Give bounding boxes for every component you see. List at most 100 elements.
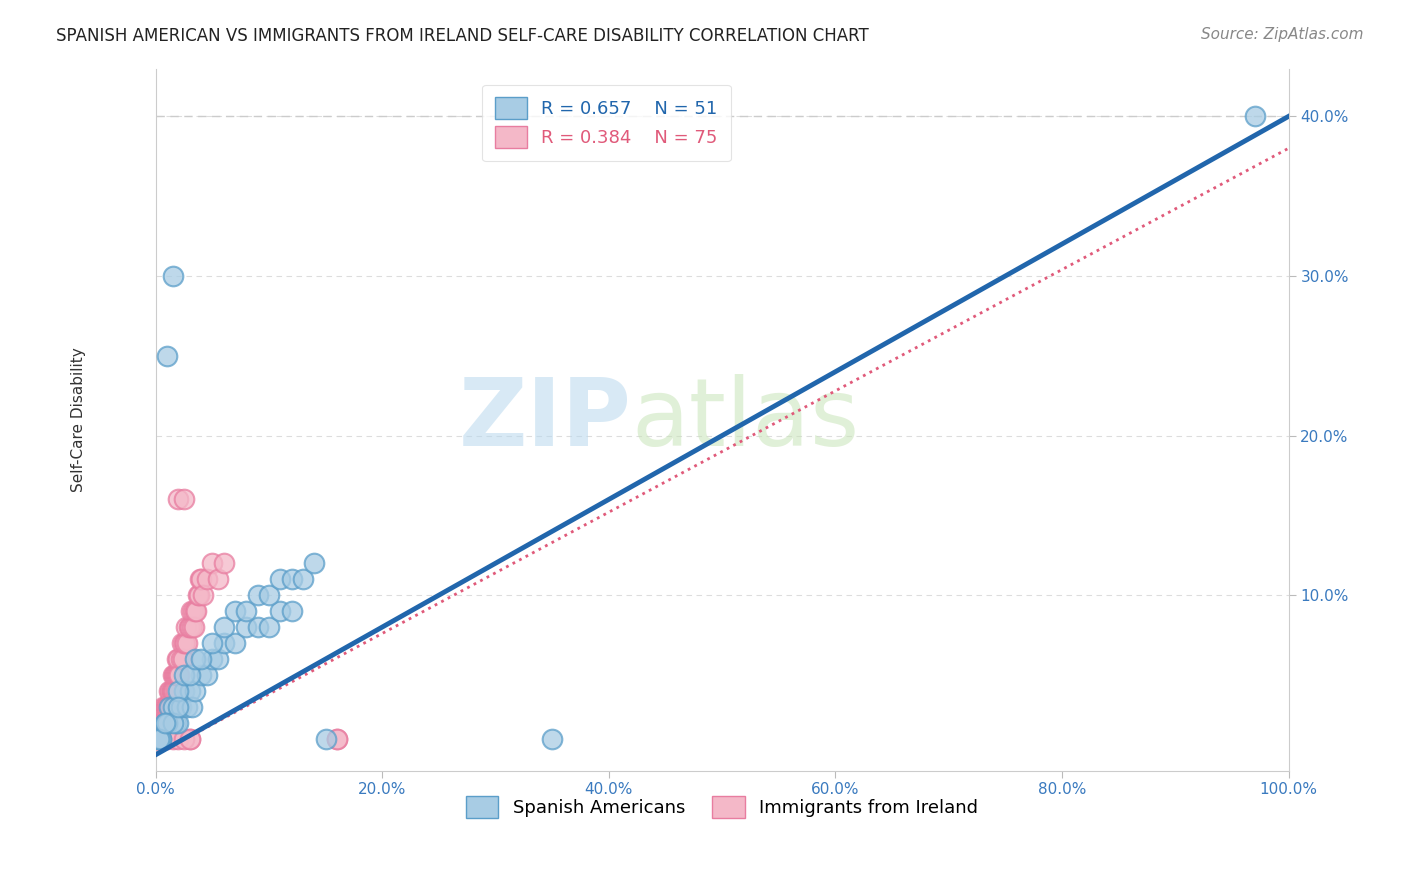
Point xyxy=(179,731,201,746)
Point xyxy=(163,668,186,682)
Point xyxy=(177,620,200,634)
Point xyxy=(153,715,176,730)
Point xyxy=(160,699,183,714)
Point xyxy=(193,588,215,602)
Point xyxy=(184,604,207,618)
Point xyxy=(181,699,204,714)
Point xyxy=(157,684,180,698)
Point xyxy=(165,684,187,698)
Point xyxy=(291,572,314,586)
Point xyxy=(148,715,170,730)
Point xyxy=(169,668,191,682)
Point xyxy=(173,636,195,650)
Point xyxy=(150,731,173,746)
Point xyxy=(156,715,179,730)
Text: atlas: atlas xyxy=(631,374,859,466)
Point xyxy=(159,699,181,714)
Point xyxy=(326,731,349,746)
Point xyxy=(166,668,188,682)
Point xyxy=(269,572,291,586)
Point xyxy=(187,588,209,602)
Point xyxy=(173,731,195,746)
Point xyxy=(167,699,190,714)
Point xyxy=(235,620,257,634)
Point xyxy=(207,652,229,666)
Point xyxy=(179,684,201,698)
Point xyxy=(167,715,190,730)
Point xyxy=(224,636,246,650)
Point xyxy=(180,604,202,618)
Point xyxy=(167,492,190,507)
Point xyxy=(176,636,198,650)
Text: SPANISH AMERICAN VS IMMIGRANTS FROM IRELAND SELF-CARE DISABILITY CORRELATION CHA: SPANISH AMERICAN VS IMMIGRANTS FROM IREL… xyxy=(56,27,869,45)
Point xyxy=(188,572,211,586)
Point xyxy=(162,684,184,698)
Point xyxy=(326,731,349,746)
Point xyxy=(195,668,218,682)
Point xyxy=(179,731,201,746)
Point xyxy=(163,668,186,682)
Point xyxy=(156,349,179,363)
Point xyxy=(181,620,204,634)
Point xyxy=(184,652,207,666)
Point xyxy=(190,668,212,682)
Point xyxy=(246,620,269,634)
Point xyxy=(190,572,212,586)
Point xyxy=(246,588,269,602)
Point xyxy=(541,731,564,746)
Point xyxy=(153,699,176,714)
Point xyxy=(148,731,170,746)
Point xyxy=(156,715,179,730)
Point xyxy=(155,715,177,730)
Point xyxy=(166,652,188,666)
Point xyxy=(152,715,174,730)
Point xyxy=(167,731,190,746)
Point xyxy=(224,604,246,618)
Point xyxy=(155,699,177,714)
Point xyxy=(165,668,187,682)
Point xyxy=(173,684,195,698)
Point xyxy=(160,684,183,698)
Point xyxy=(212,620,235,634)
Point xyxy=(157,699,180,714)
Point xyxy=(156,715,179,730)
Point xyxy=(162,668,184,682)
Point xyxy=(1243,109,1265,123)
Point xyxy=(212,556,235,570)
Point xyxy=(179,668,201,682)
Point xyxy=(150,731,173,746)
Point xyxy=(186,604,208,618)
Point xyxy=(170,636,193,650)
Text: ZIP: ZIP xyxy=(458,374,631,466)
Y-axis label: Self-Care Disability: Self-Care Disability xyxy=(72,347,86,492)
Point xyxy=(173,492,195,507)
Point xyxy=(156,731,179,746)
Point xyxy=(162,715,184,730)
Point xyxy=(169,699,191,714)
Point xyxy=(149,715,172,730)
Point xyxy=(201,556,224,570)
Point xyxy=(152,715,174,730)
Point xyxy=(201,652,224,666)
Point xyxy=(187,588,209,602)
Point xyxy=(179,620,201,634)
Point xyxy=(150,731,173,746)
Point xyxy=(162,731,184,746)
Point xyxy=(169,652,191,666)
Point xyxy=(146,731,169,746)
Point xyxy=(207,572,229,586)
Point xyxy=(160,684,183,698)
Point xyxy=(201,636,224,650)
Point xyxy=(157,699,180,714)
Text: Source: ZipAtlas.com: Source: ZipAtlas.com xyxy=(1201,27,1364,42)
Point xyxy=(195,572,218,586)
Point xyxy=(150,731,173,746)
Point xyxy=(173,668,195,682)
Point xyxy=(174,620,197,634)
Point xyxy=(153,715,176,730)
Point xyxy=(155,715,177,730)
Point xyxy=(163,684,186,698)
Point xyxy=(149,715,172,730)
Point xyxy=(235,604,257,618)
Point xyxy=(162,268,184,283)
